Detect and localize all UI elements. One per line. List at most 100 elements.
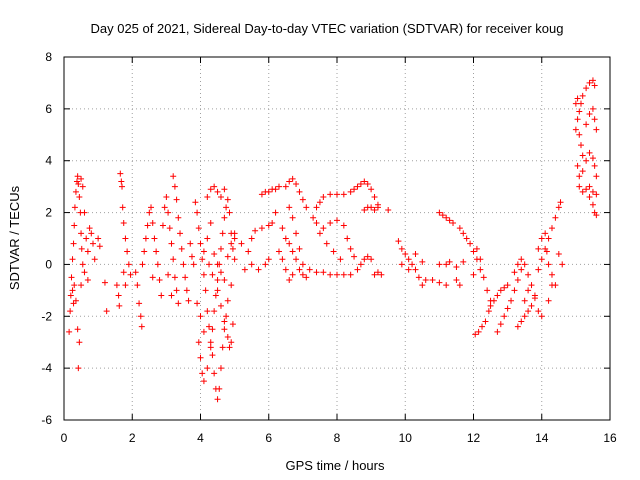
data-point [214,261,221,268]
x-tick-label: 12 [467,431,481,445]
data-point [589,201,596,208]
data-point [202,287,209,294]
data-point [78,282,85,289]
data-point [258,225,265,232]
data-point [173,196,180,203]
data-point [217,302,224,309]
data-point [347,245,354,252]
data-point [161,204,168,211]
data-point [473,245,480,252]
data-point [477,266,484,273]
data-point [330,248,337,255]
data-point [78,175,85,182]
data-point [241,266,248,273]
data-point [190,261,197,268]
data-point [70,240,77,247]
data-point [477,256,484,263]
data-point [197,354,204,361]
data-point [475,328,482,335]
data-point [79,183,86,190]
data-point [262,261,269,268]
data-point [165,271,172,278]
data-point [69,256,76,263]
data-point [124,248,131,255]
data-point [371,206,378,213]
data-point [535,245,542,252]
data-point [368,204,375,211]
data-point [71,204,78,211]
data-point [364,181,371,188]
data-point [576,173,583,180]
data-point [115,292,122,299]
data-point [327,271,334,278]
data-point [299,261,306,268]
data-point [303,204,310,211]
data-point [334,217,340,224]
data-point [204,365,211,372]
data-point [170,256,177,263]
chart-title: Day 025 of 2021, Sidereal Day-to-day VTE… [90,21,563,36]
data-point [195,339,202,346]
data-point [327,219,334,226]
data-point [535,266,542,273]
data-point [497,321,504,328]
y-tick-label: 8 [45,50,52,64]
data-point [504,305,511,312]
grid-lines [64,57,610,420]
data-point [67,292,74,299]
data-point [197,313,204,320]
data-point [589,105,596,112]
data-point [538,256,545,263]
data-point [484,287,491,294]
data-point [170,173,177,180]
data-point [450,219,457,226]
data-point [357,181,364,188]
data-point [282,183,289,190]
data-point [200,271,207,278]
data-point [501,313,508,320]
data-point [545,235,552,242]
data-point [293,256,300,263]
data-point [183,287,190,294]
data-point [354,183,361,190]
y-tick-label: -6 [41,413,52,427]
data-point [151,235,158,242]
data-point [504,282,511,289]
data-point [480,274,487,281]
data-point [490,297,497,304]
data-point [371,194,378,201]
data-point [138,323,145,330]
data-point [117,170,124,177]
data-point [122,282,129,289]
axis-ticks [63,56,611,421]
data-point [71,282,78,289]
data-point [514,323,521,330]
data-point [265,256,272,263]
data-point [158,292,165,299]
data-point [593,212,600,219]
data-point [531,292,538,299]
data-point [395,238,402,245]
data-point [282,266,289,273]
data-point [216,385,223,392]
data-point [75,181,82,188]
data-point [272,186,279,193]
data-point [443,261,450,268]
data-point [552,214,559,221]
data-point [289,248,296,255]
data-point [528,302,535,309]
data-point [559,261,566,268]
data-point [542,230,549,237]
data-point [221,214,228,221]
data-point [439,212,446,219]
data-point [75,365,82,372]
data-point [412,251,419,258]
data-point [525,287,532,294]
data-point [206,261,213,268]
x-tick-label: 4 [197,431,204,445]
data-point [351,253,358,260]
data-point [119,204,126,211]
data-point [574,95,581,102]
data-point [422,276,429,283]
data-point [286,178,293,185]
